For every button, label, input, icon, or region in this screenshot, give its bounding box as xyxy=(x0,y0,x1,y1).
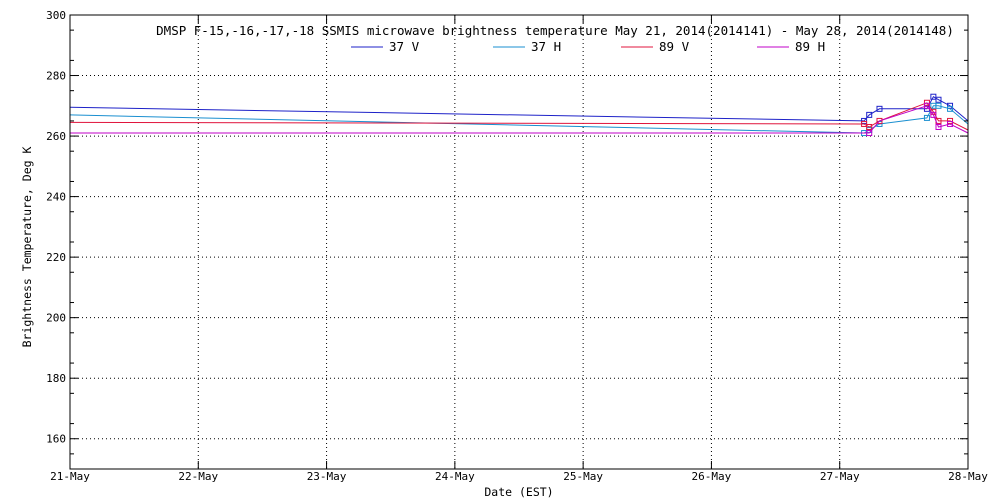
x-tick-label: 25-May xyxy=(563,470,603,483)
data-point-marker xyxy=(947,117,954,124)
x-axis-label: Date (EST) xyxy=(484,485,553,499)
y-tick-label: 160 xyxy=(46,433,66,446)
y-tick-label: 300 xyxy=(46,9,66,22)
data-point-marker xyxy=(947,120,954,127)
legend-label: 89 V xyxy=(659,39,690,54)
data-point-marker xyxy=(876,117,883,124)
x-tick-label: 23-May xyxy=(307,470,347,483)
x-tick-label: 24-May xyxy=(435,470,475,483)
x-tick-label: 26-May xyxy=(692,470,732,483)
legend-label: 37 V xyxy=(389,39,420,54)
data-point-marker xyxy=(935,123,942,130)
series-line xyxy=(70,105,969,134)
x-tick-label: 28-May xyxy=(948,470,988,483)
data-point-marker xyxy=(861,120,868,127)
data-point-marker xyxy=(923,102,930,109)
data-point-marker xyxy=(876,105,883,112)
grid-layer xyxy=(70,15,968,469)
y-tick-label: 260 xyxy=(46,130,66,143)
legend-label: 89 H xyxy=(795,39,825,54)
data-point-marker xyxy=(935,102,942,109)
data-point-marker xyxy=(947,105,954,112)
x-tick-label: 22-May xyxy=(178,470,218,483)
data-point-marker xyxy=(866,123,873,130)
y-axis-label: Brightness Temperature, Deg K xyxy=(20,147,34,348)
legend: 37 V 37 H 89 V 89 H xyxy=(351,39,825,54)
data-point-marker xyxy=(923,114,930,121)
y-tick-label: 280 xyxy=(46,70,66,83)
chart-title: DMSP F-15,-16,-17,-18 SSMIS microwave br… xyxy=(156,23,954,38)
y-tick-label: 240 xyxy=(46,191,66,204)
series-layer xyxy=(69,93,969,137)
y-tick-label: 180 xyxy=(46,372,66,385)
y-tick-label: 220 xyxy=(46,251,66,264)
x-tick-label: 21-May xyxy=(50,470,90,483)
data-point-marker xyxy=(866,130,873,137)
series-line xyxy=(69,105,969,134)
x-tick-label: 27-May xyxy=(820,470,860,483)
data-point-marker xyxy=(930,111,937,118)
data-point-marker xyxy=(935,96,942,103)
legend-label: 37 H xyxy=(531,39,561,54)
ticks-layer: 21-May 22-May 23-May 24-May 25-May 26-May 27-M… xyxy=(46,9,988,483)
y-tick-label: 200 xyxy=(46,312,66,325)
data-point-marker xyxy=(861,117,868,124)
data-point-marker xyxy=(930,93,937,100)
data-point-marker xyxy=(866,111,873,118)
